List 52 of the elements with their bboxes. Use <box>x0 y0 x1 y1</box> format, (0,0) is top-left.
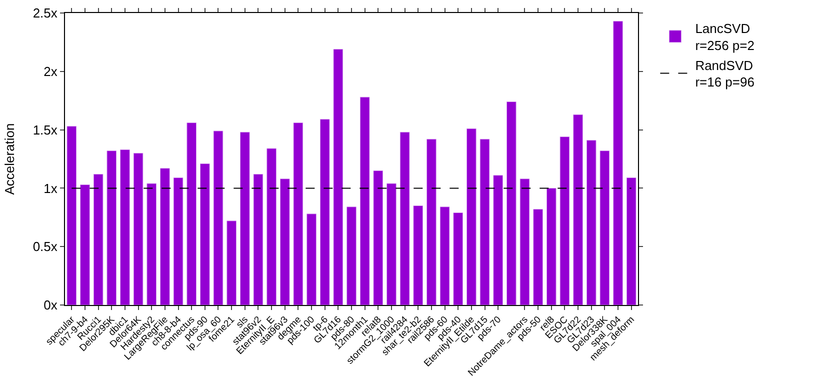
bar <box>573 114 583 305</box>
bar <box>520 178 530 305</box>
bar <box>306 214 316 305</box>
legend-label: LancSVD r=256 p=2 <box>695 21 754 53</box>
bar <box>160 168 170 305</box>
y-tick-label: 1.5x <box>32 122 58 138</box>
bar <box>120 149 130 305</box>
y-axis-title: Acceleration <box>2 123 17 195</box>
bar <box>400 132 410 305</box>
bar <box>266 148 276 305</box>
bar <box>533 208 543 305</box>
bar <box>626 177 636 305</box>
bar <box>413 205 424 305</box>
y-tick-label: 2.5x <box>32 6 58 21</box>
bar <box>386 183 396 305</box>
bar <box>146 183 157 305</box>
bar <box>426 138 436 305</box>
bar <box>560 136 570 305</box>
bar <box>466 128 476 305</box>
bar <box>186 122 197 305</box>
bar <box>480 138 490 305</box>
bar <box>613 20 623 305</box>
bar <box>280 178 290 305</box>
bar <box>106 150 117 305</box>
bar <box>226 220 236 305</box>
bar <box>240 132 250 305</box>
bar <box>546 188 556 305</box>
bar <box>586 140 596 305</box>
y-tick-label: 0x <box>44 298 58 313</box>
bar <box>493 175 503 305</box>
bar <box>320 119 330 305</box>
bar <box>213 130 224 305</box>
y-tick-label: 1x <box>44 180 58 196</box>
bar <box>453 212 464 305</box>
bar <box>93 174 104 305</box>
bar <box>373 170 384 305</box>
y-tick-label: 0.5x <box>32 239 58 254</box>
bar <box>333 48 344 305</box>
legend-label: RandSVD r=16 p=96 <box>695 58 754 90</box>
bar <box>66 126 77 305</box>
bar <box>133 152 144 305</box>
bar <box>173 177 184 305</box>
y-tick-label: 2x <box>44 64 58 79</box>
bar <box>600 150 610 305</box>
bar <box>293 122 304 305</box>
bar <box>360 96 370 305</box>
bar <box>440 206 450 305</box>
bar <box>80 184 90 305</box>
bar <box>346 206 356 305</box>
bar <box>200 163 210 305</box>
bar <box>253 174 264 305</box>
bar <box>506 102 516 305</box>
